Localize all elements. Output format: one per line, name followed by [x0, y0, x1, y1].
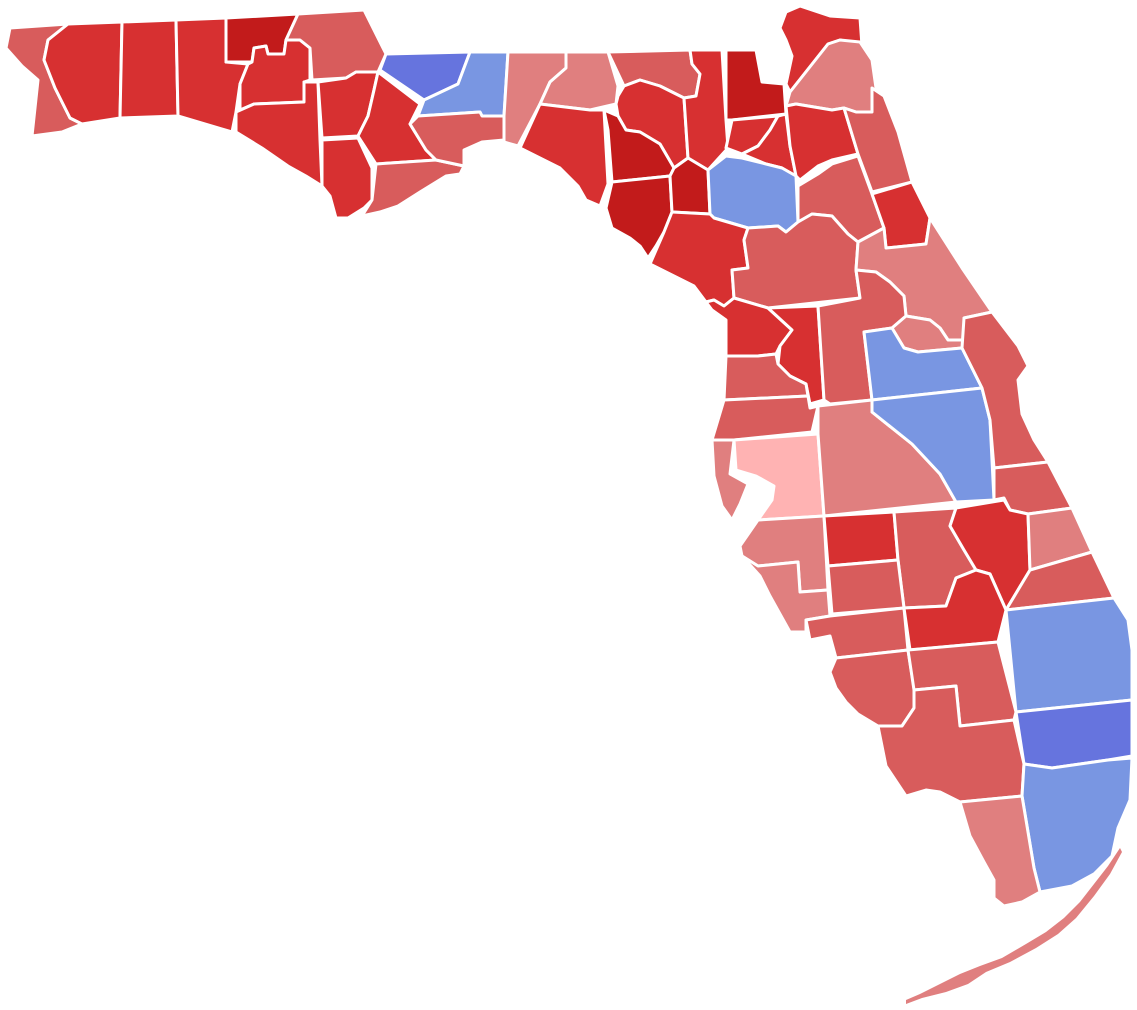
county-lafayette: [602, 108, 676, 184]
county-pinellas: [710, 438, 750, 522]
county-brevard: [960, 310, 1050, 470]
county-collier: [876, 684, 1026, 804]
county-hillsborough: [732, 432, 826, 522]
county-miami-dade: [1020, 756, 1134, 894]
county-broward: [1014, 698, 1134, 770]
northeast-counties: [648, 4, 994, 406]
county-wakulla: [408, 110, 506, 168]
county-gulf: [320, 136, 374, 220]
panhandle-counties: [4, 8, 798, 260]
county-okaloosa: [118, 18, 180, 120]
county-palm-beach: [1004, 596, 1134, 714]
county-gilchrist: [668, 156, 712, 216]
county-desoto: [826, 558, 906, 616]
county-clay: [784, 102, 860, 182]
central-counties: [710, 310, 1116, 660]
county-marion: [730, 212, 862, 310]
county-baker: [724, 48, 788, 122]
county-taylor: [518, 102, 610, 208]
south-counties: [828, 596, 1134, 1004]
county-monroe-mainland: [958, 794, 1042, 908]
county-pasco: [710, 394, 820, 442]
county-lee: [828, 648, 916, 728]
county-franklin: [360, 158, 466, 218]
county-hardee: [822, 510, 900, 568]
